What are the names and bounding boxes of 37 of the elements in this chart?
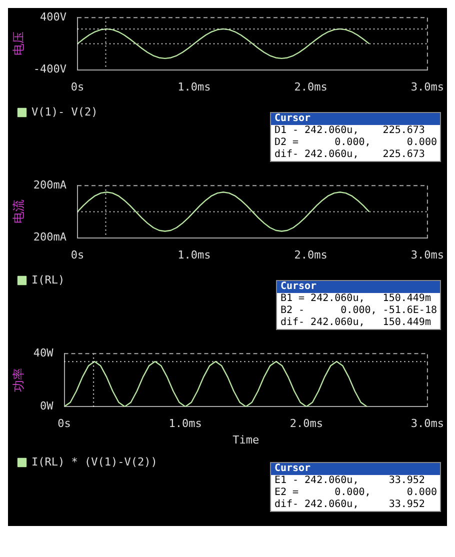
x-tick-label: 2.0ms — [294, 80, 328, 94]
x-tick-label: 0s — [70, 80, 84, 94]
y-tick-label: 200mA — [33, 230, 67, 244]
y-tick-label: 200mA — [33, 178, 67, 192]
y-axis-title: 电压 — [11, 32, 26, 56]
legend-label: I(RL) * (V(1)-V(2)) — [32, 455, 158, 468]
text: dif- 242.060u, 150.449m — [279, 317, 432, 329]
y-tick-label: -400V — [33, 62, 67, 76]
text: Cursor — [271, 113, 440, 125]
x-tick-label: 0s — [70, 248, 84, 262]
x-tick-label: 3.0ms — [410, 248, 444, 262]
y-axis-title: 功率 — [11, 368, 26, 392]
text: Cursor — [271, 463, 440, 475]
text: E2 = 0.000, 0.000 — [273, 487, 438, 499]
legend-label: V(1)- V(2) — [32, 105, 98, 118]
text: D1 - 242.060u, 225.673 — [273, 125, 426, 137]
text: dif- 242.060u, 33.952 — [273, 499, 426, 511]
y-tick-label: 0W — [40, 399, 54, 412]
text: E1 - 242.060u, 33.952 — [273, 475, 426, 487]
x-tick-label: 1.0ms — [168, 417, 202, 430]
x-tick-label: 3.0ms — [410, 80, 444, 94]
text: D2 = 0.000, 0.000 — [273, 137, 438, 149]
x-tick-label: 0s — [58, 417, 71, 430]
x-tick-label: 1.0ms — [178, 80, 211, 94]
text: dif- 242.060u, 225.673 — [273, 149, 426, 161]
x-tick-label: 3.0ms — [410, 417, 444, 430]
text: Cursor — [277, 281, 440, 293]
x-axis-title: Time — [232, 433, 260, 446]
y-axis-title: 电流 — [11, 200, 26, 224]
text: B1 = 242.060u, 150.449m — [279, 293, 432, 305]
x-tick-label: 2.0ms — [294, 248, 328, 262]
y-tick-label: 40W — [33, 346, 54, 360]
legend-label: I(RL) — [32, 273, 65, 286]
x-tick-label: 1.0ms — [178, 248, 211, 262]
y-tick-label: 400V — [40, 10, 67, 24]
text: B2 - 0.000, -51.6E-18 — [279, 305, 438, 317]
x-tick-label: 2.0ms — [290, 417, 323, 430]
